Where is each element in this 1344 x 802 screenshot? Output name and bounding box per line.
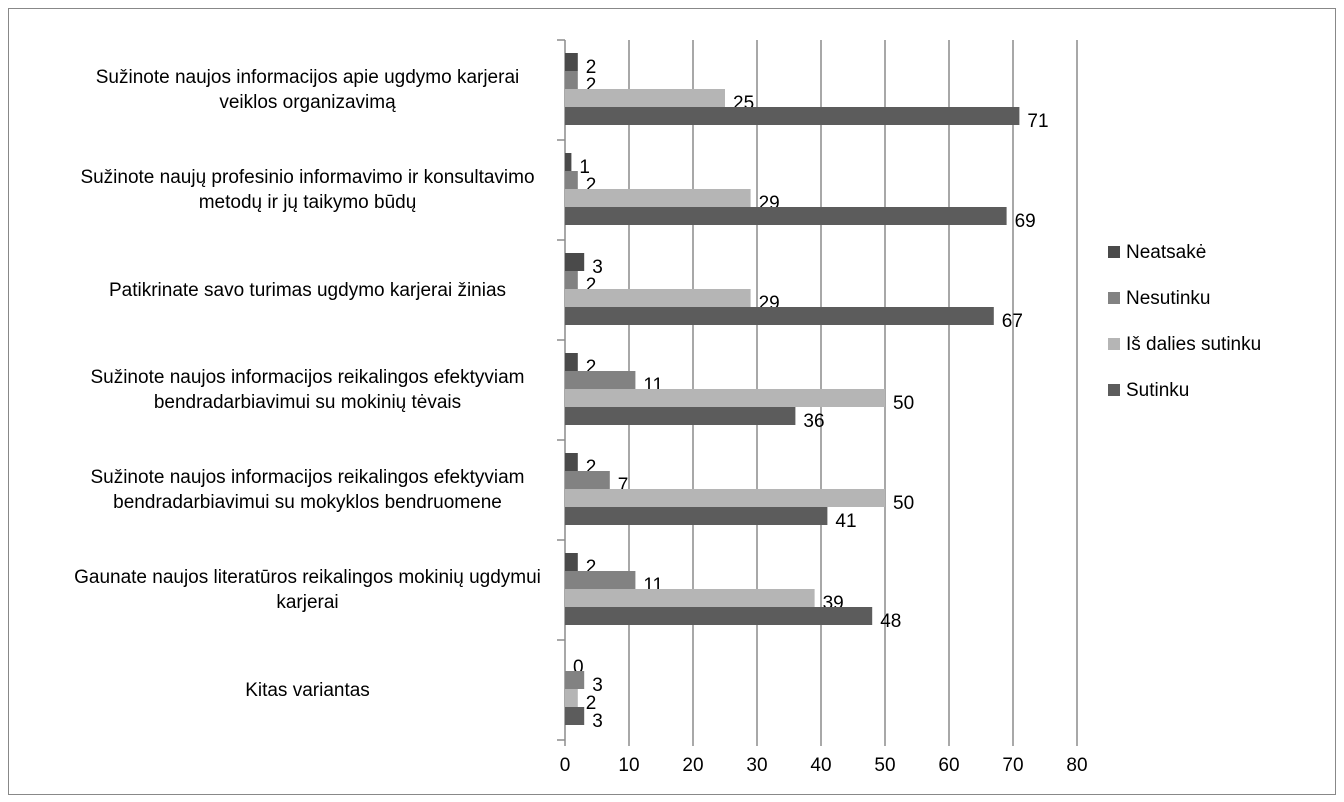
bar <box>565 271 578 289</box>
legend-label: Iš dalies sutinku <box>1126 334 1261 355</box>
bar <box>565 289 751 307</box>
value-label: 3 <box>592 711 603 732</box>
x-tick-label: 80 <box>1066 755 1087 776</box>
value-label: 2 <box>586 275 597 296</box>
x-tick-label: 10 <box>618 755 639 776</box>
value-label: 3 <box>592 675 603 696</box>
bar <box>565 671 585 689</box>
y-tick-label: Sužinote naujos informacijos reikalingos… <box>90 367 525 413</box>
legend-label: Neatsakė <box>1126 242 1206 263</box>
bar <box>565 453 578 471</box>
bar <box>565 607 873 625</box>
x-tick-label: 40 <box>810 755 831 776</box>
value-label: 2 <box>586 557 597 578</box>
value-label: 3 <box>592 257 603 278</box>
value-label: 67 <box>1002 311 1023 332</box>
bar <box>565 353 578 371</box>
bar <box>565 153 572 171</box>
bar <box>565 407 796 425</box>
bar <box>565 71 578 89</box>
bar <box>565 189 751 207</box>
value-label: 69 <box>1015 211 1036 232</box>
bar <box>565 689 578 707</box>
bar <box>565 389 885 407</box>
value-label: 50 <box>893 393 914 414</box>
value-label: 2 <box>586 457 597 478</box>
value-label: 41 <box>835 511 856 532</box>
bar <box>565 589 815 607</box>
bar <box>565 553 578 571</box>
bar <box>565 107 1020 125</box>
y-tick-label: Sužinote naujos informacijos reikalingos… <box>90 467 525 513</box>
value-label: 1 <box>579 157 590 178</box>
bar <box>565 53 578 71</box>
bar <box>565 489 885 507</box>
bar <box>565 89 725 107</box>
value-label: 2 <box>586 693 597 714</box>
chart-frame <box>8 8 1336 795</box>
bar <box>565 471 610 489</box>
x-tick-label: 50 <box>874 755 895 776</box>
value-label: 48 <box>880 611 901 632</box>
y-tick-label: Sužinote naujų profesinio informavimo ir… <box>80 167 535 213</box>
y-tick-label: Sužinote naujos informacijos apie ugdymo… <box>95 67 520 113</box>
value-label: 36 <box>803 411 824 432</box>
x-tick-label: 30 <box>746 755 767 776</box>
x-tick-label: 20 <box>682 755 703 776</box>
legend-swatch <box>1108 292 1120 304</box>
legend-label: Nesutinku <box>1126 288 1211 309</box>
bar <box>565 171 578 189</box>
value-label: 50 <box>893 493 914 514</box>
bar <box>565 707 585 725</box>
value-label: 2 <box>586 357 597 378</box>
x-tick-label: 70 <box>1002 755 1023 776</box>
legend-swatch <box>1108 246 1120 258</box>
value-label: 0 <box>573 657 584 678</box>
y-tick-label: Kitas variantas <box>245 679 370 701</box>
value-label: 2 <box>586 75 597 96</box>
bar <box>565 253 585 271</box>
value-label: 2 <box>586 57 597 78</box>
y-tick-label: Patikrinate savo turimas ugdymo karjerai… <box>108 279 507 301</box>
legend-swatch <box>1108 384 1120 396</box>
legend-label: Sutinku <box>1126 380 1189 401</box>
bar <box>565 571 636 589</box>
x-tick-label: 60 <box>938 755 959 776</box>
bar <box>565 307 994 325</box>
value-label: 2 <box>586 175 597 196</box>
y-tick-label: Gaunate naujos literatūros reikalingos m… <box>74 567 541 613</box>
value-label: 71 <box>1027 111 1048 132</box>
x-tick-label: 0 <box>560 755 571 776</box>
bar <box>565 507 828 525</box>
legend-swatch <box>1108 338 1120 350</box>
bar <box>565 207 1007 225</box>
value-label: 7 <box>618 475 629 496</box>
bar <box>565 371 636 389</box>
